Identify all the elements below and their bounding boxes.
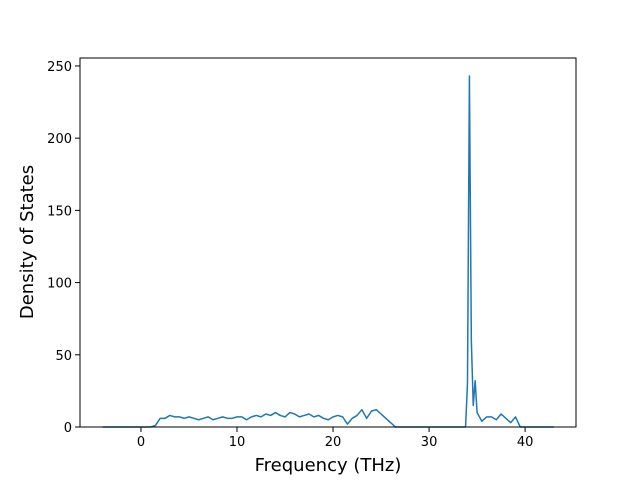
y-tick-label: 150 xyxy=(47,204,72,219)
x-tick-label: 10 xyxy=(229,435,246,450)
y-axis-label: Density of States xyxy=(17,165,38,319)
line-series xyxy=(102,75,554,428)
y-tick-label: 250 xyxy=(47,60,72,75)
x-axis-label: Frequency (THz) xyxy=(255,455,402,476)
y-tick-label: 200 xyxy=(47,132,72,147)
x-tick-label: 0 xyxy=(137,435,145,450)
y-tick-label: 50 xyxy=(55,349,72,364)
x-tick-label: 20 xyxy=(325,435,342,450)
y-tick-label: 0 xyxy=(64,421,72,436)
x-tick-label: 40 xyxy=(517,435,534,450)
y-tick-label: 100 xyxy=(47,277,72,292)
plot-frame xyxy=(79,57,577,428)
x-tick-label: 30 xyxy=(421,435,438,450)
